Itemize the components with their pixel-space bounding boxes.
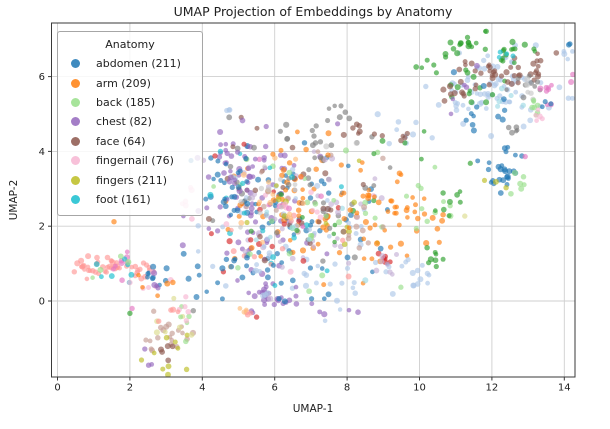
legend-marker-icon — [71, 78, 80, 88]
legend-marker-icon — [71, 136, 80, 146]
y-tick-label: 4 — [39, 147, 45, 158]
plot-border — [51, 22, 576, 378]
x-tick-label: 6 — [272, 383, 278, 394]
legend-entry-foot: foot (161) — [58, 190, 202, 209]
legend-marker-icon — [71, 156, 80, 166]
legend: Anatomy abdomen (211) arm (209) back (185)… — [57, 31, 203, 217]
y-axis-label: UMAP-2 — [8, 179, 20, 221]
legend-entry-fingernail: fingernail (76) — [58, 151, 202, 170]
legend-entry-label: chest (82) — [96, 115, 152, 129]
x-tick-label: 10 — [413, 383, 426, 394]
legend-marker-icon — [71, 117, 80, 127]
y-tick-label: 2 — [39, 222, 45, 233]
legend-entry-label: face (64) — [96, 134, 146, 148]
x-tick-label: 2 — [127, 383, 133, 394]
x-tick-label: 14 — [558, 383, 571, 394]
x-tick-label: 8 — [344, 383, 350, 394]
x-tick-label: 12 — [486, 383, 499, 394]
x-tick-label: 4 — [199, 383, 205, 394]
legend-marker-icon — [71, 194, 80, 204]
legend-entry-abdomen: abdomen (211) — [58, 54, 202, 73]
y-tick-label: 0 — [39, 297, 45, 308]
legend-entry-label: fingernail (76) — [96, 154, 174, 168]
legend-entry-chest: chest (82) — [58, 112, 202, 131]
chart-title: UMAP Projection of Embeddings by Anatomy — [173, 4, 453, 19]
legend-entry-back: back (185) — [58, 93, 202, 112]
x-tick-label: 0 — [54, 383, 60, 394]
legend-entry-label: back (185) — [96, 95, 156, 109]
legend-marker-icon — [71, 59, 80, 69]
legend-entry-label: fingers (211) — [96, 173, 167, 187]
legend-marker-icon — [71, 175, 80, 185]
legend-entry-label: arm (209) — [96, 76, 151, 90]
legend-entry-face: face (64) — [58, 132, 202, 151]
legend-entry-arm: arm (209) — [58, 73, 202, 92]
tick-labels: 0 2 4 6 8 10 12 14 0 2 4 6 — [39, 72, 571, 393]
legend-entry-fingers: fingers (211) — [58, 170, 202, 189]
legend-entry-label: abdomen (211) — [96, 57, 181, 71]
x-axis-label: UMAP-1 — [292, 403, 334, 415]
legend-items: abdomen (211) arm (209) back (185) chest (8… — [58, 54, 202, 209]
axis-ticks — [48, 76, 565, 381]
legend-title: Anatomy — [105, 38, 155, 51]
legend-entry-label: foot (161) — [96, 192, 151, 206]
y-tick-label: 6 — [39, 72, 45, 83]
legend-marker-icon — [71, 97, 80, 107]
data-points — [71, 28, 575, 377]
